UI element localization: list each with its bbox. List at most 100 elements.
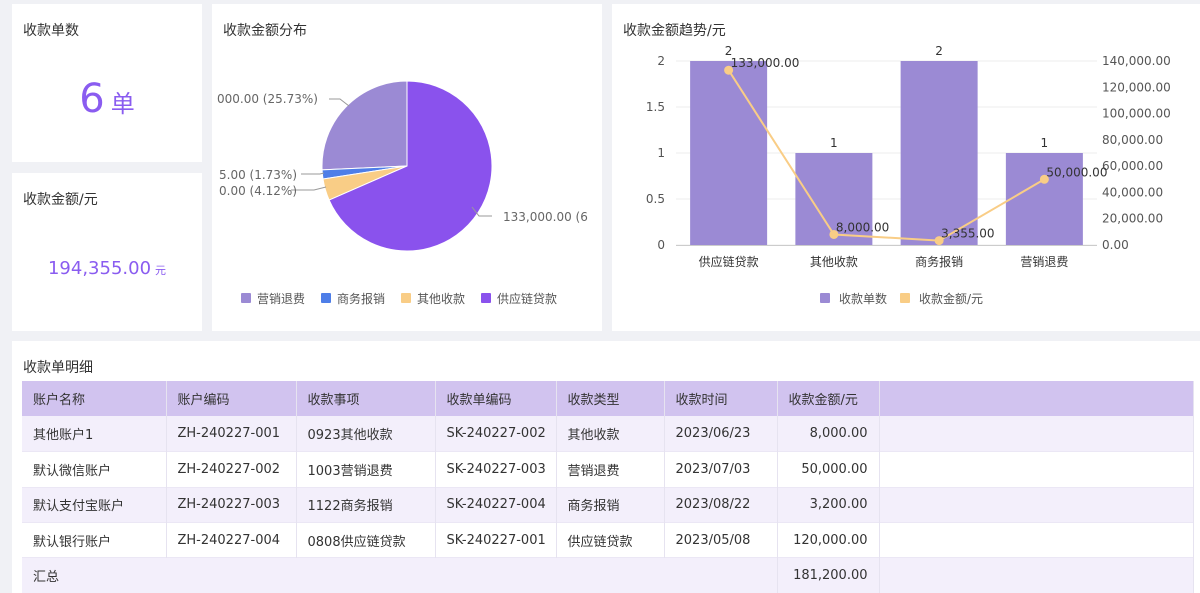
cell-account-code: ZH-240227-001 bbox=[166, 416, 297, 452]
cell-blank bbox=[879, 416, 1194, 452]
bar[interactable] bbox=[1005, 153, 1083, 245]
cell-receipt-code: SK-240227-002 bbox=[435, 416, 557, 452]
amount-card-title: 收款金额/元 bbox=[23, 192, 98, 208]
cell-account-code: ZH-240227-003 bbox=[166, 487, 297, 523]
cell-type: 营销退费 bbox=[556, 451, 665, 488]
x-tick-label: 商务报销 bbox=[915, 254, 963, 269]
legend-swatch bbox=[481, 293, 491, 303]
table-row[interactable]: 默认银行账户 ZH-240227-004 0808供应链贷款 SK-240227… bbox=[22, 522, 1194, 558]
line-point[interactable] bbox=[724, 65, 734, 75]
total-amount: 181,200.00 bbox=[777, 557, 880, 593]
x-tick-label: 其他收款 bbox=[810, 255, 858, 269]
pie-legend-item-supply[interactable]: 供应链贷款 bbox=[481, 291, 557, 306]
table-total-row: 汇总 181,200.00 bbox=[22, 557, 1194, 593]
cell-account-name: 默认微信账户 bbox=[22, 451, 167, 488]
y-left-tick-label: 0 bbox=[657, 238, 665, 252]
table-row[interactable]: 默认支付宝账户 ZH-240227-003 1122商务报销 SK-240227… bbox=[22, 487, 1194, 523]
count-number: 6 bbox=[79, 76, 105, 122]
line-series bbox=[727, 69, 1045, 242]
pie-leader-line-business bbox=[301, 172, 325, 175]
cell-blank bbox=[879, 451, 1194, 488]
cell-item: 1122商务报销 bbox=[296, 487, 436, 523]
line-point[interactable] bbox=[934, 236, 944, 246]
cell-item: 0808供应链贷款 bbox=[296, 522, 436, 558]
y-right-tick-label: 100,000.00 bbox=[1102, 107, 1171, 121]
cell-receipt-code: SK-240227-004 bbox=[435, 487, 557, 523]
cell-amount: 3,200.00 bbox=[777, 487, 880, 523]
col-header-account-code[interactable]: 账户编码 bbox=[166, 381, 297, 417]
trend-chart-card: 收款金额趋势/元 0 0.5 1 1.5 2 0.00 20,000.00 40,000.00… bbox=[612, 4, 1200, 331]
cell-account-code: ZH-240227-002 bbox=[166, 451, 297, 488]
pie-leader-line-supply bbox=[471, 206, 492, 217]
col-header-time[interactable]: 收款时间 bbox=[664, 381, 778, 417]
pie-chart-card: 收款金额分布 000.00 (25.73%) 5.00 (1.73%) 0.00… bbox=[212, 4, 602, 331]
legend-swatch bbox=[401, 293, 411, 303]
trend-chart-title: 收款金额趋势/元 bbox=[623, 23, 726, 39]
cell-item: 0923其他收款 bbox=[296, 416, 436, 452]
trend-legend-item[interactable]: 收款金额/元 bbox=[900, 291, 983, 306]
pie-label-other: 0.00 (4.12%) bbox=[219, 184, 297, 198]
col-header-blank bbox=[879, 381, 1194, 417]
bar-data-label: 1 bbox=[1041, 136, 1049, 150]
legend-label: 收款单数 bbox=[839, 291, 887, 306]
cell-receipt-code: SK-240227-001 bbox=[435, 522, 557, 558]
cell-blank bbox=[879, 557, 1194, 593]
pie-label-business: 5.00 (1.73%) bbox=[219, 168, 297, 182]
cell-time: 2023/07/03 bbox=[664, 451, 778, 488]
legend-label: 供应链贷款 bbox=[497, 291, 557, 306]
pie-legend-item-business[interactable]: 商务报销 bbox=[321, 291, 385, 306]
pie-leader-line-other bbox=[291, 186, 327, 191]
y-right-tick-label: 140,000.00 bbox=[1102, 54, 1171, 68]
y-left-tick-label: 1.5 bbox=[646, 100, 665, 114]
col-header-item[interactable]: 收款事项 bbox=[296, 381, 436, 417]
table-row[interactable]: 默认微信账户 ZH-240227-002 1003营销退费 SK-240227-… bbox=[22, 451, 1194, 488]
amount-value: 194,355.00 元 bbox=[12, 258, 202, 279]
col-header-receipt-code[interactable]: 收款单编码 bbox=[435, 381, 557, 417]
cell-type: 其他收款 bbox=[556, 416, 665, 452]
y-left-tick-label: 1 bbox=[657, 146, 665, 160]
cell-item: 1003营销退费 bbox=[296, 451, 436, 488]
pie-slice-marketing[interactable] bbox=[321, 80, 408, 171]
line-point[interactable] bbox=[1039, 174, 1049, 184]
pie-chart: 000.00 (25.73%) 5.00 (1.73%) 0.00 (4.12%… bbox=[217, 80, 588, 306]
pie-slice-supply[interactable] bbox=[328, 80, 493, 252]
x-tick-label: 供应链贷款 bbox=[699, 254, 759, 269]
y-right-tick-label: 120,000.00 bbox=[1102, 80, 1171, 94]
count-unit: 单 bbox=[110, 90, 135, 118]
line-data-label: 50,000.00 bbox=[1046, 165, 1107, 179]
cell-blank bbox=[879, 487, 1194, 523]
legend-label: 商务报销 bbox=[337, 291, 385, 306]
bar[interactable] bbox=[690, 61, 768, 245]
line-data-label: 133,000.00 bbox=[731, 56, 800, 70]
table-row[interactable]: 其他账户1 ZH-240227-001 0923其他收款 SK-240227-0… bbox=[22, 416, 1194, 452]
bar-data-label: 2 bbox=[725, 44, 733, 58]
y-right-tick-label: 60,000.00 bbox=[1102, 159, 1163, 173]
legend-swatch bbox=[241, 293, 251, 303]
pie-legend-item-other[interactable]: 其他收款 bbox=[401, 292, 465, 306]
bar[interactable] bbox=[795, 153, 873, 245]
cell-time: 2023/05/08 bbox=[664, 522, 778, 558]
table-header-row: 账户名称 账户编码 收款事项 收款单编码 收款类型 收款时间 收款金额/元 bbox=[22, 381, 1194, 417]
pie-leader-line-marketing bbox=[329, 98, 350, 107]
y-right-tick-label: 80,000.00 bbox=[1102, 133, 1163, 147]
cell-type: 供应链贷款 bbox=[556, 522, 665, 558]
col-header-amount[interactable]: 收款金额/元 bbox=[777, 381, 880, 417]
y-left-tick-label: 2 bbox=[657, 54, 665, 68]
cell-amount: 8,000.00 bbox=[777, 416, 880, 452]
bar[interactable] bbox=[900, 61, 978, 245]
bar-data-label: 1 bbox=[830, 136, 838, 150]
amount-number: 194,355.00 bbox=[47, 258, 152, 279]
pie-legend-item-marketing[interactable]: 营销退费 bbox=[241, 292, 305, 306]
line-point[interactable] bbox=[829, 229, 839, 239]
trend-legend-item[interactable]: 收款单数 bbox=[820, 291, 887, 306]
detail-table-card: 收款单明细 账户名称 账户编码 收款事项 收款单编码 收款类型 收款时间 收款金… bbox=[12, 341, 1200, 593]
pie-chart-title: 收款金额分布 bbox=[223, 23, 307, 39]
count-card-title: 收款单数 bbox=[23, 23, 79, 39]
col-header-type[interactable]: 收款类型 bbox=[556, 381, 665, 417]
col-header-account-name[interactable]: 账户名称 bbox=[22, 381, 167, 417]
legend-swatch bbox=[820, 293, 830, 303]
cell-blank bbox=[879, 522, 1194, 558]
amount-unit: 元 bbox=[155, 264, 167, 277]
